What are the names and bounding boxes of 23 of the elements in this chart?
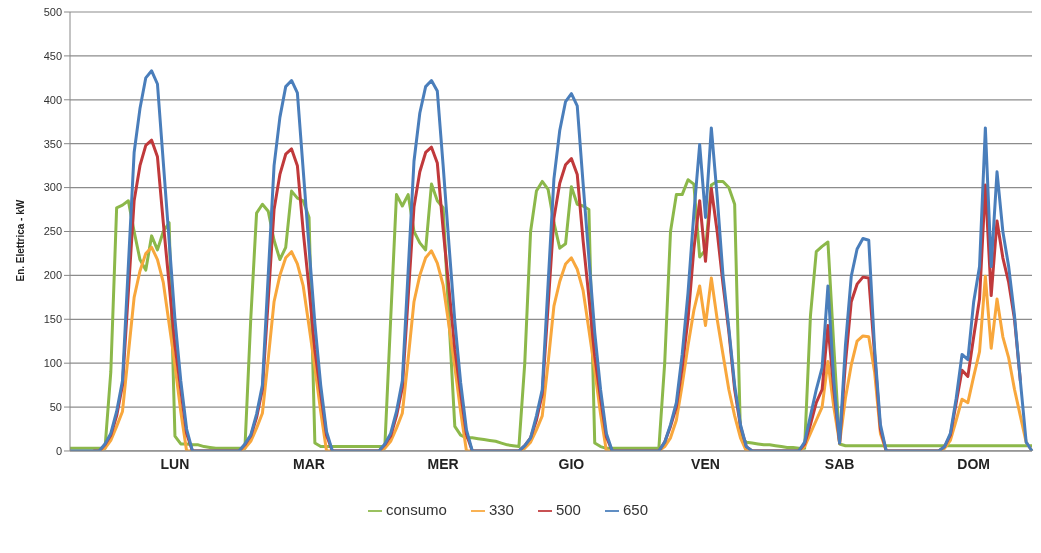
y-tick-label: 50 [49,400,62,413]
x-tick-label: GIO [558,455,585,472]
y-axis-title: En. Elettrica - kW [14,199,26,282]
y-tick-label: 150 [43,313,62,326]
x-tick-label: VEN [691,455,720,472]
legend-label: 500 [555,500,581,518]
legend-label: 650 [622,500,648,518]
y-tick-label: 300 [43,181,62,194]
y-tick-label: 250 [43,225,62,238]
y-tick-label: 400 [43,93,62,106]
x-tick-label: SAB [824,455,855,472]
y-tick-label: 100 [43,357,62,370]
x-tick-label: LUN [160,455,190,472]
legend-label: consumo [386,500,447,518]
x-tick-label: DOM [957,455,991,472]
y-tick-label: 200 [43,269,62,282]
y-tick-label: 500 [43,5,62,18]
x-tick-label: MER [427,455,459,472]
y-tick-label: 350 [43,137,62,150]
y-tick-label: 0 [55,444,62,457]
y-tick-label: 450 [43,49,62,62]
legend-label: 330 [488,500,514,518]
x-tick-label: MAR [293,455,325,472]
